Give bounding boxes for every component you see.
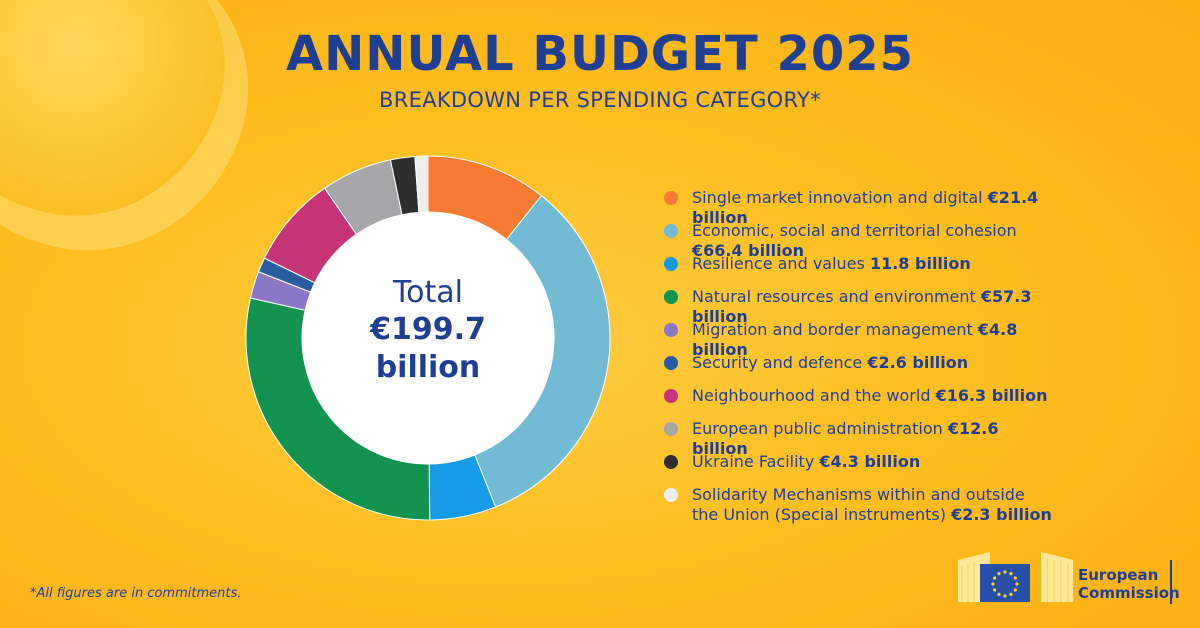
donut-hole <box>302 212 554 464</box>
legend-item: Economic, social and territorial cohesio… <box>664 221 1052 260</box>
legend-swatch <box>664 323 678 337</box>
legend-item: European public administration €12.6 bil… <box>664 419 1052 458</box>
legend-item: Resilience and values 11.8 billion <box>664 254 1052 287</box>
legend-category: Ukraine Facility <box>692 452 815 471</box>
total-value: €199.7 billion <box>370 312 486 385</box>
legend-swatch <box>664 455 678 469</box>
logo-line-1: European <box>1078 566 1159 584</box>
legend-swatch <box>664 422 678 436</box>
legend-amount: €66.4 billion <box>692 241 804 260</box>
legend-amount: €21.4 billion <box>692 188 1039 227</box>
legend-category: Resilience and values <box>692 254 865 273</box>
legend-category: Security and defence <box>692 353 863 372</box>
legend-label: Ukraine Facility €4.3 billion <box>692 452 920 472</box>
legend-category: Solidarity Mechanisms within and outside… <box>692 485 1025 524</box>
legend-category: Migration and border management <box>692 320 973 339</box>
legend-category: Single market innovation and digital <box>692 188 983 207</box>
legend-item: Ukraine Facility €4.3 billion <box>664 452 1052 485</box>
legend-category: Neighbourhood and the world <box>692 386 931 405</box>
legend-swatch <box>664 290 678 304</box>
legend-item: Single market innovation and digital €21… <box>664 188 1052 227</box>
legend-swatch <box>664 224 678 238</box>
logo-divider <box>1170 560 1172 604</box>
chart-legend: Single market innovation and digital €21… <box>664 188 1052 529</box>
legend-amount: €4.8 billion <box>692 320 1018 359</box>
legend-category: Natural resources and environment <box>692 287 976 306</box>
legend-label: Economic, social and territorial cohesio… <box>692 221 1052 261</box>
legend-amount: €16.3 billion <box>935 386 1048 405</box>
legend-label: Single market innovation and digital €21… <box>692 188 1052 228</box>
legend-label: Solidarity Mechanisms within and outside… <box>692 485 1052 525</box>
logo-line-2: Commission <box>1078 584 1180 602</box>
legend-amount: €2.3 billion <box>951 505 1052 524</box>
logo-text: European Commission <box>1078 566 1180 602</box>
legend-category: European public administration <box>692 419 943 438</box>
page-title: ANNUAL BUDGET 2025 <box>285 26 915 82</box>
legend-swatch <box>664 257 678 271</box>
legend-label: European public administration €12.6 bil… <box>692 419 1052 459</box>
european-commission-logo: European Commission <box>958 546 1180 606</box>
legend-label: Neighbourhood and the world €16.3 billio… <box>692 386 1048 406</box>
legend-item: Migration and border management €4.8 bil… <box>664 320 1052 359</box>
donut-center: Total €199.7 billion <box>318 275 538 387</box>
legend-label: Natural resources and environment €57.3 … <box>692 287 1052 327</box>
legend-swatch <box>664 488 678 502</box>
legend-label: Migration and border management €4.8 bil… <box>692 320 1052 360</box>
legend-amount: €57.3 billion <box>692 287 1032 326</box>
legend-amount: €12.6 billion <box>692 419 999 458</box>
footnote: *All figures are in commitments. <box>30 586 242 601</box>
legend-item: Security and defence €2.6 billion <box>664 353 1052 386</box>
legend-swatch <box>664 191 678 205</box>
legend-amount: €4.3 billion <box>819 452 921 471</box>
legend-swatch <box>664 356 678 370</box>
legend-amount: €2.6 billion <box>867 353 969 372</box>
legend-item: Neighbourhood and the world €16.3 billio… <box>664 386 1052 419</box>
berlaymont-building-icon <box>958 552 1073 602</box>
donut-chart <box>245 155 611 521</box>
legend-item: Solidarity Mechanisms within and outside… <box>664 485 1052 529</box>
page-subtitle: BREAKDOWN PER SPENDING CATEGORY* <box>379 88 821 112</box>
legend-label: Resilience and values 11.8 billion <box>692 254 971 274</box>
legend-item: Natural resources and environment €57.3 … <box>664 287 1052 326</box>
legend-swatch <box>664 389 678 403</box>
total-label: Total <box>392 275 464 310</box>
legend-category: Economic, social and territorial cohesio… <box>692 221 1017 240</box>
legend-amount: 11.8 billion <box>869 254 971 273</box>
legend-label: Security and defence €2.6 billion <box>692 353 968 373</box>
